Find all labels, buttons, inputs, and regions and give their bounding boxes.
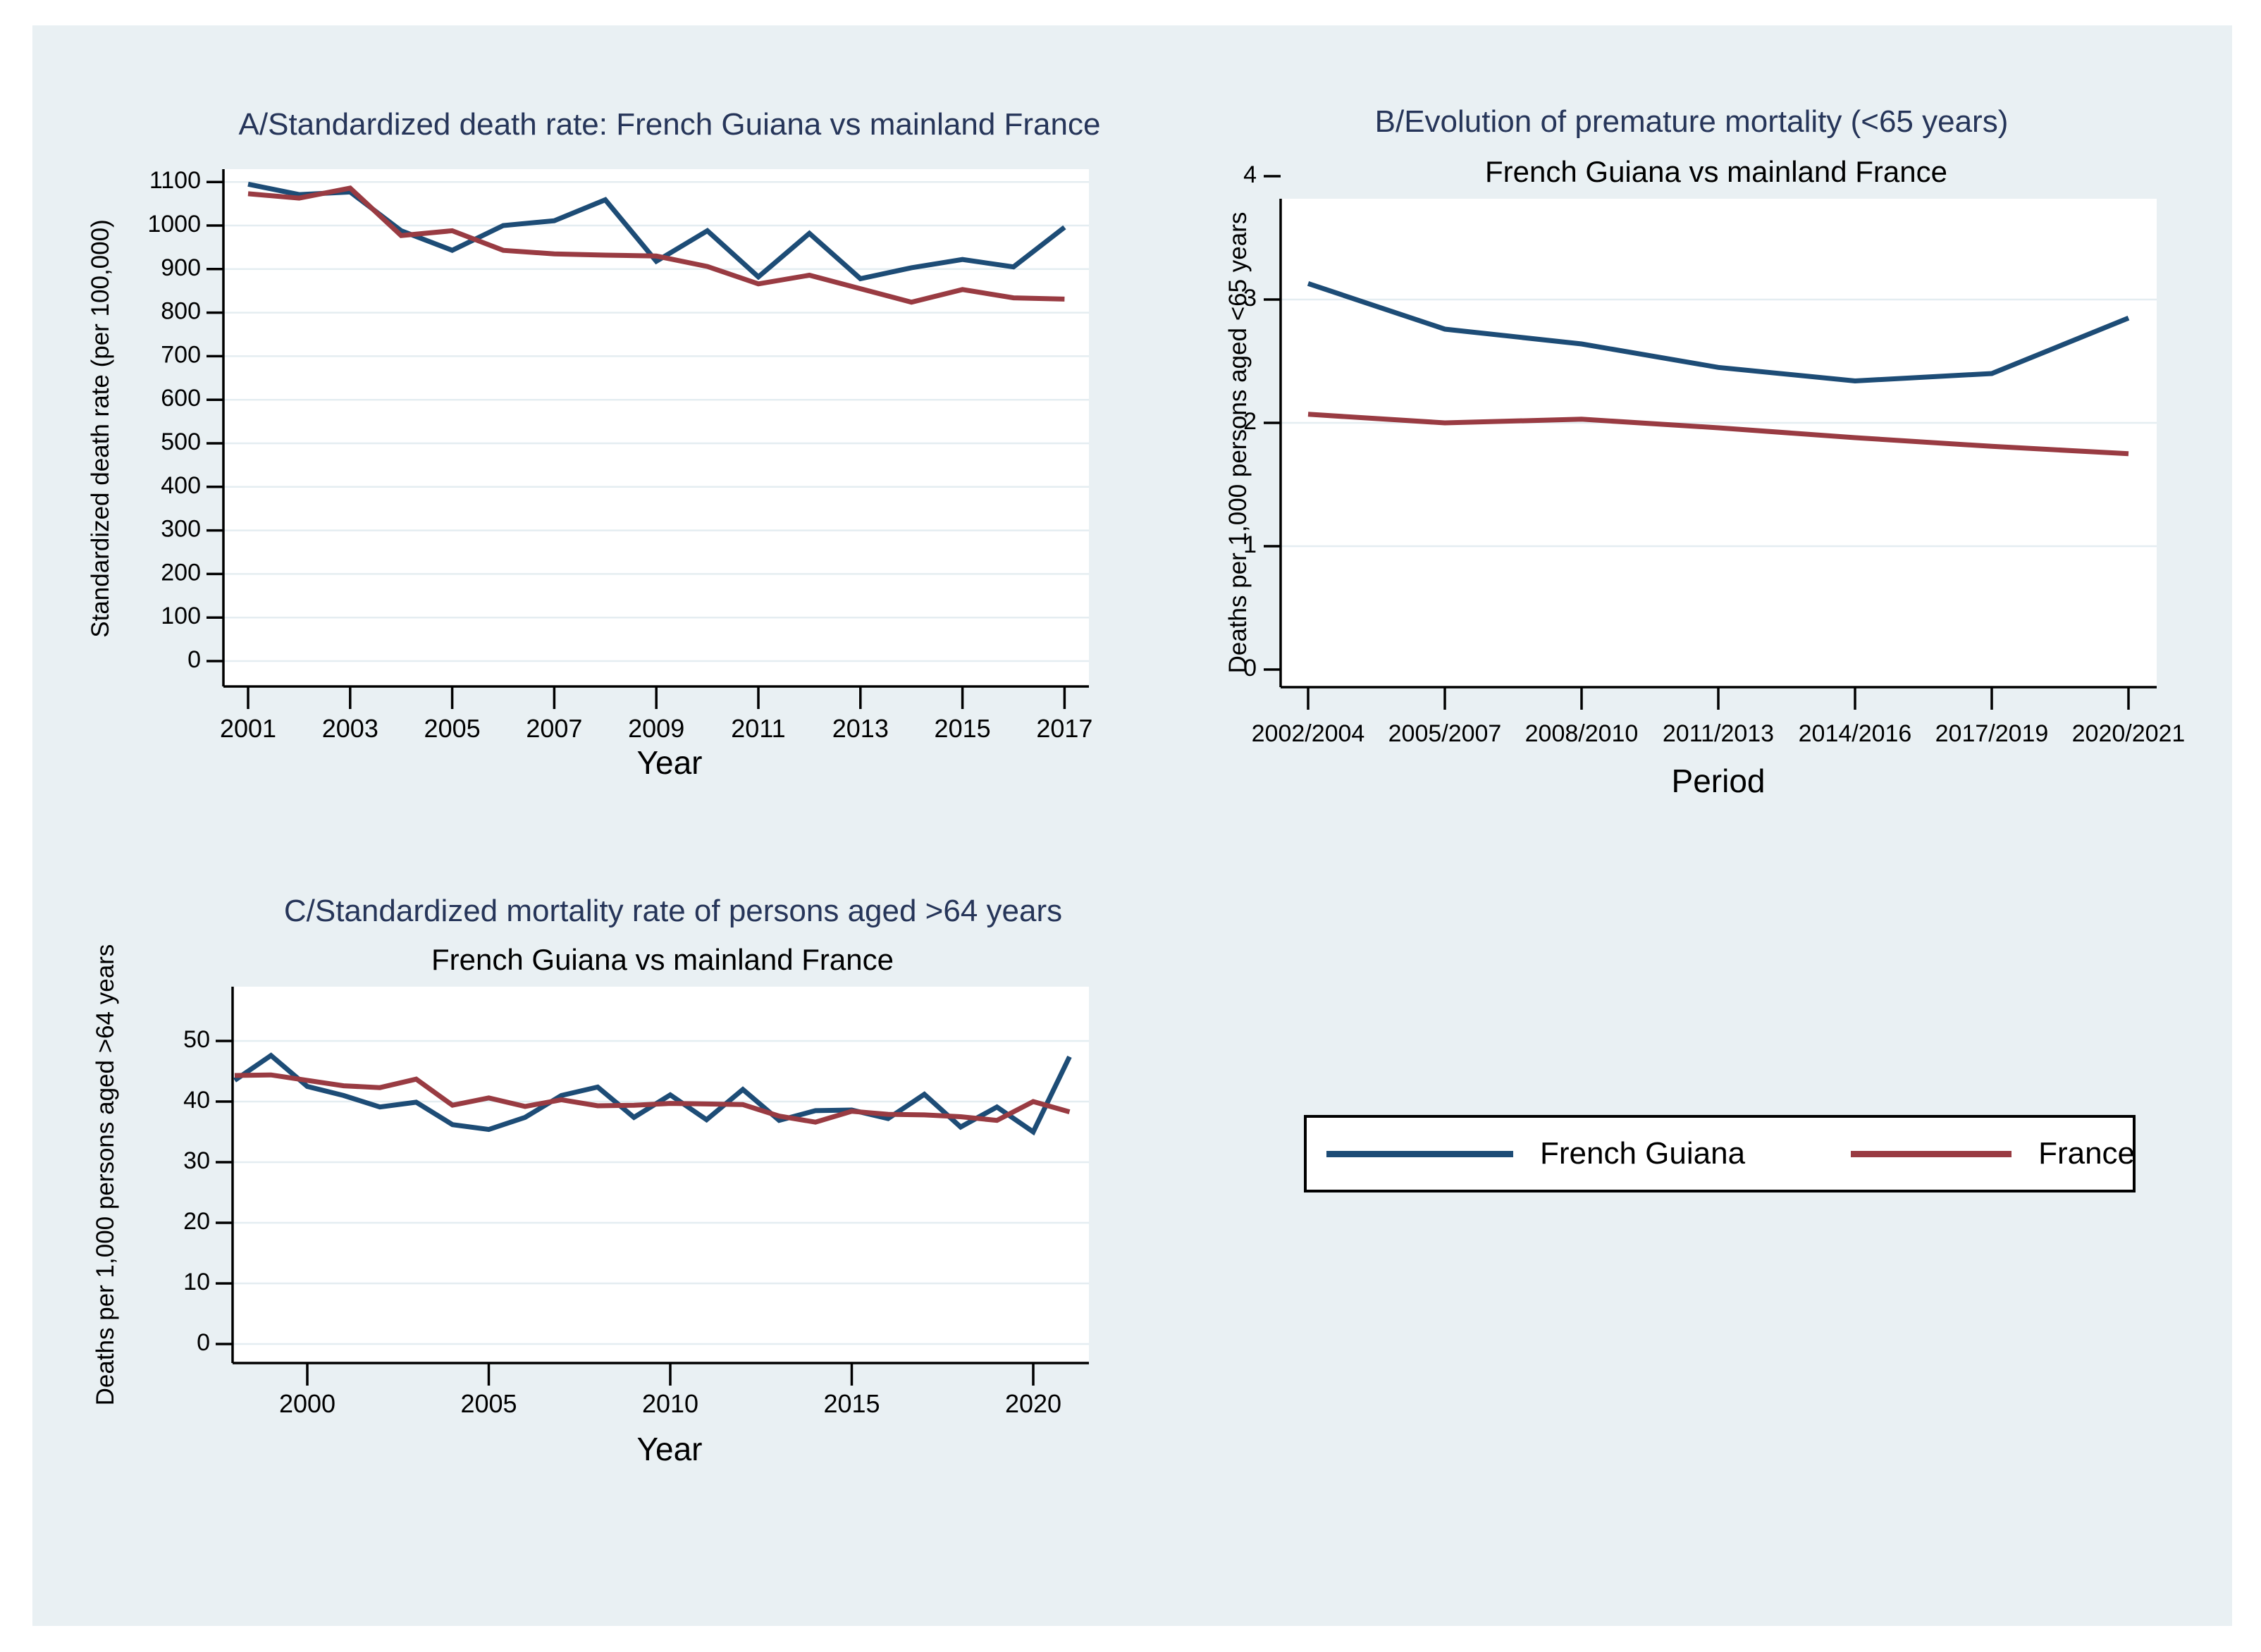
x-tick-label: 2011/2013	[1663, 720, 1774, 747]
x-tick-label: 2014/2016	[1799, 720, 1912, 747]
panel-a-x-axis-title: Year	[636, 744, 703, 781]
panel-c-subtitle: French Guiana vs mainland France	[431, 943, 894, 976]
chart-panel-C: 0 10 20 30 40 50 2000 2005 2010 2015 2020	[183, 987, 1089, 1418]
series-line-french-guiana	[1307, 281, 2130, 384]
x-tick-label: 2005	[424, 714, 481, 743]
y-tick-label: 30	[183, 1147, 210, 1174]
y-tick-label: 40	[183, 1087, 210, 1114]
legend-line-french-guiana	[1326, 1150, 1513, 1157]
y-tick-label: 3	[1243, 285, 1257, 312]
x-tick-label: 2005	[460, 1389, 517, 1418]
x-tick-label: 2010	[642, 1389, 698, 1418]
y-tick-label: 200	[161, 559, 201, 586]
panel-c-x-axis-title: Year	[636, 1431, 703, 1467]
x-tick-label: 2017/2019	[1935, 720, 2049, 747]
plot-area-C	[233, 987, 1089, 1363]
x-tick-label: 2009	[628, 714, 684, 743]
y-tick-label: 2	[1243, 408, 1257, 435]
x-tick-label: 2001	[220, 714, 276, 743]
y-tick-label: 4	[1243, 161, 1257, 188]
y-tick-label: 0	[1243, 655, 1257, 682]
y-tick-label: 20	[183, 1208, 210, 1235]
plot-area-B	[1281, 199, 2157, 687]
y-tick-label: 0	[187, 646, 201, 673]
panel-c-title: C/Standardized mortality rate of persons…	[283, 894, 1063, 928]
x-tick-label: 2015	[935, 714, 991, 743]
y-tick-label: 900	[161, 254, 201, 281]
panel-b-x-axis-title: Period	[1671, 763, 1766, 799]
x-tick-label: 2013	[832, 714, 889, 743]
plot-area-A	[223, 169, 1089, 686]
panel-a-y-axis-title: Standardized death rate (per 100,000)	[87, 219, 114, 638]
y-tick-label: 100	[161, 603, 201, 629]
legend-line-france	[1851, 1150, 2012, 1157]
legend-label-france: France	[2038, 1136, 2136, 1171]
panel-c-y-axis-title: Deaths per 1,000 persons aged >64 years	[92, 944, 119, 1406]
y-tick-label: 600	[161, 385, 201, 412]
series-line-france	[1307, 412, 2129, 457]
y-tick-label: 1	[1243, 531, 1257, 558]
y-tick-label: 800	[161, 298, 201, 325]
x-tick-label: 2020	[1005, 1389, 1061, 1418]
x-tick-label: 2008/2010	[1525, 720, 1639, 747]
x-tick-label: 2005/2007	[1388, 720, 1502, 747]
x-tick-label: 2003	[322, 714, 378, 743]
panel-b-title: B/Evolution of premature mortality (<65 …	[1374, 104, 2009, 139]
panel-b-y-axis-title: Deaths per 1,000 persons aged <65 years	[1224, 211, 1252, 674]
y-tick-label: 500	[161, 429, 201, 455]
panel-a-title: A/Standardized death rate: French Guiana…	[238, 107, 1101, 142]
series-line-france	[247, 185, 1065, 305]
x-tick-label: 2000	[279, 1389, 335, 1418]
chart-panel-A: 0 100 200 300 400 500 600 700 800 900 1000 1100 2001…	[147, 167, 1092, 743]
x-tick-label: 2020/2021	[2072, 720, 2186, 747]
y-tick-label: 400	[161, 472, 201, 499]
x-tick-label: 2011	[731, 714, 785, 743]
y-tick-label: 0	[197, 1329, 210, 1356]
series-line-france	[234, 1072, 1071, 1125]
y-tick-label: 1000	[147, 211, 201, 238]
y-tick-label: 1100	[149, 167, 201, 194]
y-tick-label: 10	[183, 1269, 210, 1295]
x-tick-label: 2015	[823, 1389, 880, 1418]
legend-label-french-guiana: French Guiana	[1540, 1136, 1746, 1171]
legend-box: French Guiana France	[1304, 1115, 2136, 1192]
x-tick-label: 2017	[1036, 714, 1092, 743]
chart-panel-B: 0 1 2 3 4 2002/2004 2005/2007 2008/2010 2011/201…	[1243, 161, 2185, 747]
y-tick-label: 300	[161, 516, 201, 543]
panel-b-subtitle: French Guiana vs mainland France	[1485, 155, 1947, 188]
y-tick-label: 700	[161, 341, 201, 368]
x-tick-label: 2007	[526, 714, 582, 743]
y-tick-label: 50	[183, 1026, 210, 1053]
x-tick-label: 2002/2004	[1252, 720, 1365, 747]
